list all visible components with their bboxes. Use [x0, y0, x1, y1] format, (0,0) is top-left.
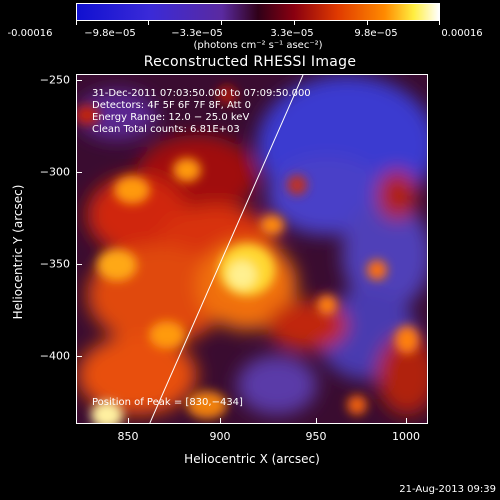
rhessi-image [76, 74, 428, 424]
plot-title: Reconstructed RHESSI Image [143, 54, 357, 70]
y-tick-label: −400 [39, 349, 70, 363]
colorbar-label: −9.8e−05 [84, 28, 136, 39]
info-energy: Energy Range: 12.0 − 25.0 keV [92, 112, 250, 123]
colorbar-tick [367, 21, 368, 25]
x-tick-label: 1000 [392, 430, 420, 443]
solar-limb-line [149, 75, 304, 423]
y-tick-label: −250 [39, 73, 70, 87]
y-tick-mark [76, 172, 82, 173]
x-tick-label: 950 [305, 430, 327, 443]
x-axis-label: Heliocentric X (arcsec) [184, 452, 320, 466]
x-tick-label: 850 [117, 430, 139, 443]
y-tick-mark [76, 356, 82, 357]
x-tick-mark [220, 418, 221, 424]
info-time: 31‐Dec‐2011 07:03:50.000 to 07:09:50.000 [92, 88, 311, 99]
colorbar-label: 3.3e−05 [270, 28, 314, 39]
info-detectors: Detectors: 4F 5F 6F 7F 8F, Att 0 [92, 100, 252, 111]
y-tick-mark [76, 80, 82, 81]
colorbar-label: -0.00016 [7, 28, 53, 39]
colorbar-label: 9.8e−05 [354, 28, 398, 39]
x-tick-mark [316, 418, 317, 424]
colorbar-tick [439, 21, 440, 25]
info-clean: Clean Total counts: 6.81E+03 [92, 124, 240, 135]
colorbar-units: (photons cm⁻² s⁻¹ asec⁻²) [193, 40, 323, 51]
x-tick-label: 900 [209, 430, 231, 443]
colorbar-label: −3.3e−05 [171, 28, 223, 39]
y-tick-label: −350 [39, 257, 70, 271]
x-tick-mark [128, 418, 129, 424]
x-tick-mark [406, 418, 407, 424]
colorbar-tick [294, 21, 295, 25]
y-axis-label: Heliocentric Y (arcsec) [11, 184, 25, 320]
colorbar-label: 0.00016 [441, 28, 483, 39]
colorbar [76, 3, 440, 21]
colorbar-tick [148, 21, 149, 25]
generation-timestamp: 21‐Aug‐2013 09:39 [399, 484, 496, 495]
colorbar-tick [221, 21, 222, 25]
info-overlay: 31‐Dec‐2011 07:03:50.000 to 07:09:50.000… [76, 74, 428, 424]
rhessi-image-canvas [77, 75, 427, 423]
y-tick-mark [76, 264, 82, 265]
colorbar-tick [76, 21, 77, 25]
info-peak: Position of Peak = [830,−434] [92, 397, 243, 408]
y-tick-label: −300 [39, 165, 70, 179]
